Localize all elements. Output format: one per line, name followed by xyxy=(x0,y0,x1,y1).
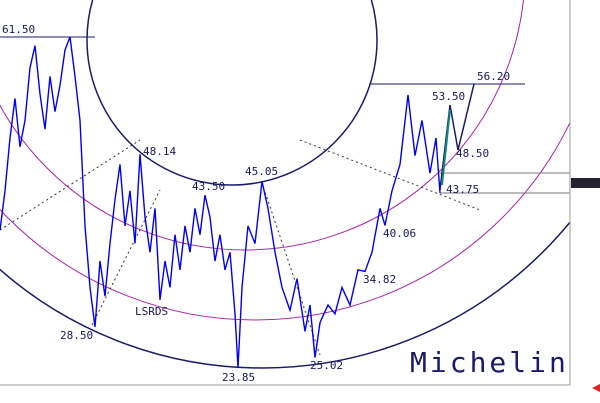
projection-arrow xyxy=(441,109,451,186)
annotation: 40.06 xyxy=(383,227,416,240)
annotation: 28.50 xyxy=(60,329,93,342)
price-line xyxy=(0,36,441,368)
outer-circle xyxy=(0,220,570,369)
annotation: 61.50 xyxy=(2,23,35,36)
annotation: 45.05 xyxy=(245,165,278,178)
annotation: LSRDS xyxy=(135,305,168,318)
annotation: 53.50 xyxy=(432,90,465,103)
annotation: 48.14 xyxy=(143,145,176,158)
inner-circle xyxy=(86,0,378,186)
annotation: 25.02 xyxy=(310,359,343,372)
scroll-arrow xyxy=(592,384,600,392)
trend-line xyxy=(0,139,141,231)
annotation: 23.85 xyxy=(222,371,255,384)
ring xyxy=(0,121,570,321)
annotation: 43.50 xyxy=(192,180,225,193)
annotation: 43.75 xyxy=(446,183,479,196)
plot-area xyxy=(0,36,441,368)
annotation: 34.82 xyxy=(363,273,396,286)
trend-line xyxy=(91,189,161,326)
price-marker xyxy=(571,178,600,188)
annotation: 48.50 xyxy=(456,147,489,160)
trend-line xyxy=(261,182,321,356)
overlay xyxy=(0,0,570,369)
annotation: 56.20 xyxy=(477,70,510,83)
trend-line xyxy=(299,139,481,211)
chart-title: Michelin xyxy=(410,346,569,379)
